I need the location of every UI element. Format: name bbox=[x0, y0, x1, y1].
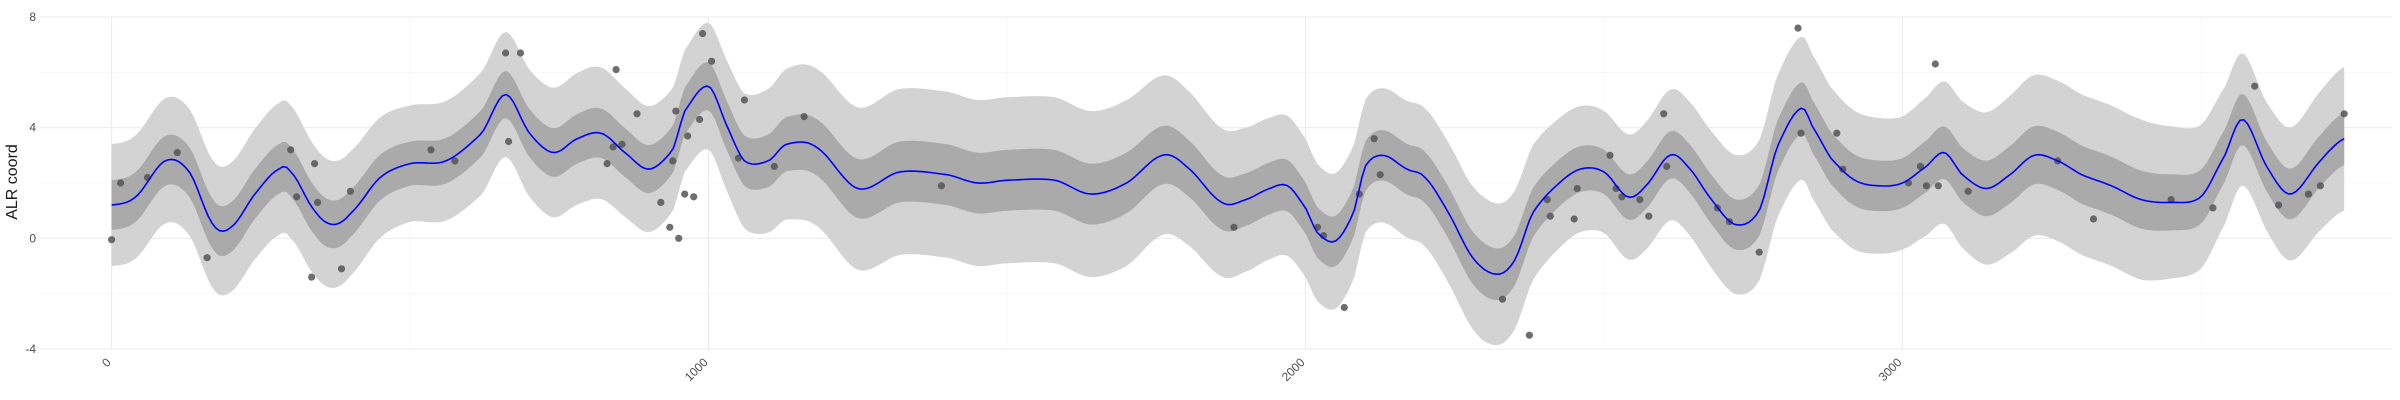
x-tick-label: 3000 bbox=[1876, 355, 1905, 384]
data-point bbox=[696, 115, 704, 123]
data-point bbox=[1525, 331, 1533, 339]
data-point bbox=[800, 113, 808, 121]
y-tick-label: 8 bbox=[29, 10, 36, 24]
data-point bbox=[1340, 303, 1348, 312]
data-point bbox=[612, 66, 620, 74]
data-point bbox=[311, 160, 319, 168]
data-point bbox=[708, 57, 716, 65]
data-point bbox=[1755, 248, 1763, 256]
inner-confidence-band bbox=[111, 61, 2345, 301]
data-point bbox=[314, 198, 322, 206]
y-axis-title: ALR coord bbox=[4, 144, 21, 220]
data-point bbox=[1797, 129, 1805, 137]
data-point bbox=[293, 193, 301, 201]
data-point bbox=[1370, 135, 1378, 143]
data-point bbox=[1546, 212, 1554, 220]
data-point bbox=[690, 193, 698, 201]
mean-curve bbox=[111, 85, 2345, 276]
data-point bbox=[451, 157, 459, 165]
data-point bbox=[173, 149, 181, 157]
data-point bbox=[427, 146, 435, 154]
data-point bbox=[1660, 110, 1668, 118]
data-point bbox=[669, 157, 677, 165]
y-tick-label: -4 bbox=[25, 342, 36, 356]
data-point bbox=[770, 162, 778, 170]
data-point bbox=[2340, 110, 2348, 118]
y-tick-label: 0 bbox=[29, 231, 36, 245]
data-point bbox=[657, 198, 665, 206]
data-point bbox=[505, 137, 513, 146]
data-point bbox=[502, 49, 510, 57]
data-point bbox=[2089, 215, 2098, 223]
data-point bbox=[666, 223, 674, 231]
data-point bbox=[675, 234, 683, 242]
data-point bbox=[609, 143, 617, 151]
data-point bbox=[740, 96, 749, 104]
data-point bbox=[684, 132, 692, 140]
data-point bbox=[337, 265, 346, 273]
data-point bbox=[1570, 215, 1578, 223]
data-point bbox=[2304, 190, 2312, 198]
data-point bbox=[1645, 212, 1653, 220]
data-point bbox=[1636, 196, 1644, 204]
data-point bbox=[2251, 82, 2259, 90]
data-point bbox=[1931, 60, 1939, 68]
data-point bbox=[2275, 201, 2283, 209]
data-point bbox=[108, 236, 116, 244]
data-point bbox=[1934, 182, 1942, 190]
data-point bbox=[308, 273, 316, 281]
data-point bbox=[1833, 129, 1841, 137]
data-point bbox=[699, 29, 707, 38]
data-point bbox=[1543, 196, 1551, 204]
data-point bbox=[1498, 295, 1507, 303]
x-tick-label: 2000 bbox=[1279, 355, 1308, 384]
data-point bbox=[603, 160, 611, 168]
data-point bbox=[2209, 204, 2217, 212]
data-point bbox=[1573, 184, 1581, 193]
data-point bbox=[618, 140, 626, 148]
x-axis-ticks: 0 1000 2000 3000 bbox=[99, 355, 1905, 384]
data-point bbox=[633, 110, 641, 118]
data-point bbox=[1230, 223, 1238, 231]
y-axis-ticks: -4 0 4 8 bbox=[25, 10, 36, 356]
data-point bbox=[1606, 151, 1614, 159]
data-point bbox=[2167, 196, 2175, 204]
data-point bbox=[346, 187, 354, 195]
data-point bbox=[117, 179, 125, 187]
x-tick-label: 1000 bbox=[682, 355, 711, 384]
data-point bbox=[672, 107, 680, 115]
data-point bbox=[1916, 162, 1924, 170]
data-point bbox=[1839, 165, 1847, 173]
data-point bbox=[1964, 187, 1972, 195]
data-point bbox=[287, 146, 295, 154]
data-point bbox=[516, 49, 525, 57]
x-tick-label: 0 bbox=[99, 355, 114, 370]
mean-line bbox=[111, 85, 2345, 276]
data-point bbox=[203, 254, 211, 262]
data-point bbox=[937, 182, 946, 190]
data-point bbox=[1794, 24, 1802, 32]
data-point bbox=[1663, 162, 1671, 170]
data-point bbox=[681, 190, 689, 198]
y-tick-label: 4 bbox=[29, 121, 36, 135]
data-point bbox=[1376, 171, 1384, 179]
data-point bbox=[2316, 182, 2324, 190]
data-point bbox=[1922, 182, 1930, 190]
confidence-bands bbox=[111, 22, 2345, 346]
data-points bbox=[108, 24, 2348, 339]
